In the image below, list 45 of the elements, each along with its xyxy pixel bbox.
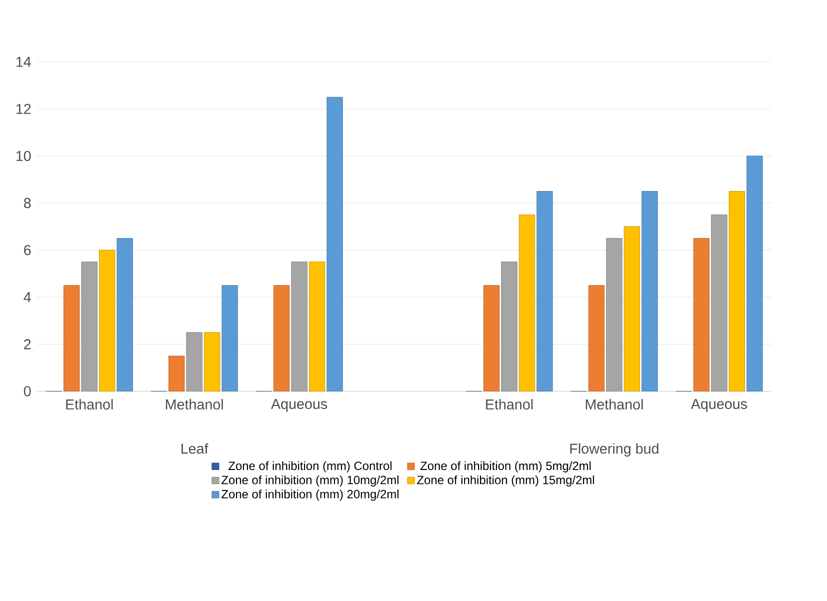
bar (81, 262, 98, 392)
bar (693, 238, 710, 392)
y-tick-label: 6 (24, 244, 31, 256)
bar (222, 285, 238, 392)
x-tick-label: Ethanol (66, 399, 113, 410)
bar (308, 262, 326, 392)
bar (291, 262, 308, 392)
legend-label: Zone of inhibition (mm) 15mg/2ml (417, 475, 594, 487)
bar (746, 156, 763, 392)
bar (518, 214, 536, 392)
x-tick-label: Aqueous (271, 398, 328, 412)
bar (624, 226, 640, 392)
x-tick-label: Ethanol (486, 399, 533, 410)
y-tick-label: 2 (24, 339, 31, 350)
y-tick-label: 0 (24, 386, 31, 396)
bar (536, 191, 553, 392)
bar (168, 356, 185, 392)
bar (711, 214, 728, 392)
legend-label: Zone of inhibition (mm) 10mg/2ml (222, 475, 398, 487)
text: Leaf (182, 443, 208, 454)
y-tick-label: 8 (24, 198, 31, 208)
bar (728, 191, 745, 392)
bar (99, 250, 116, 392)
y-tick-label: 4 (24, 292, 31, 302)
y-tick-label: 14 (16, 56, 31, 67)
bar (483, 285, 500, 392)
bar (64, 285, 80, 392)
bar (326, 96, 343, 392)
y-tick-label: 12 (16, 104, 31, 114)
text: Flowering bud (570, 443, 658, 457)
bar (273, 285, 290, 392)
legend-label: Zone of inhibition (mm) Control (228, 461, 392, 472)
bar (606, 238, 622, 392)
x-tick-label: Methanol (166, 399, 223, 410)
bar (116, 238, 133, 392)
bar (642, 191, 658, 392)
legend-label: Zone of inhibition (mm) 5mg/2ml (420, 461, 591, 472)
bar (588, 285, 605, 392)
bar (186, 332, 202, 392)
bar (204, 332, 220, 392)
x-tick-label: Methanol (586, 399, 643, 410)
legend-label: Zone of inhibition (mm) 20mg/2ml (222, 490, 398, 501)
x-tick-label: Aqueous (690, 398, 747, 412)
bar (501, 262, 518, 392)
y-tick-label: 10 (16, 150, 31, 162)
